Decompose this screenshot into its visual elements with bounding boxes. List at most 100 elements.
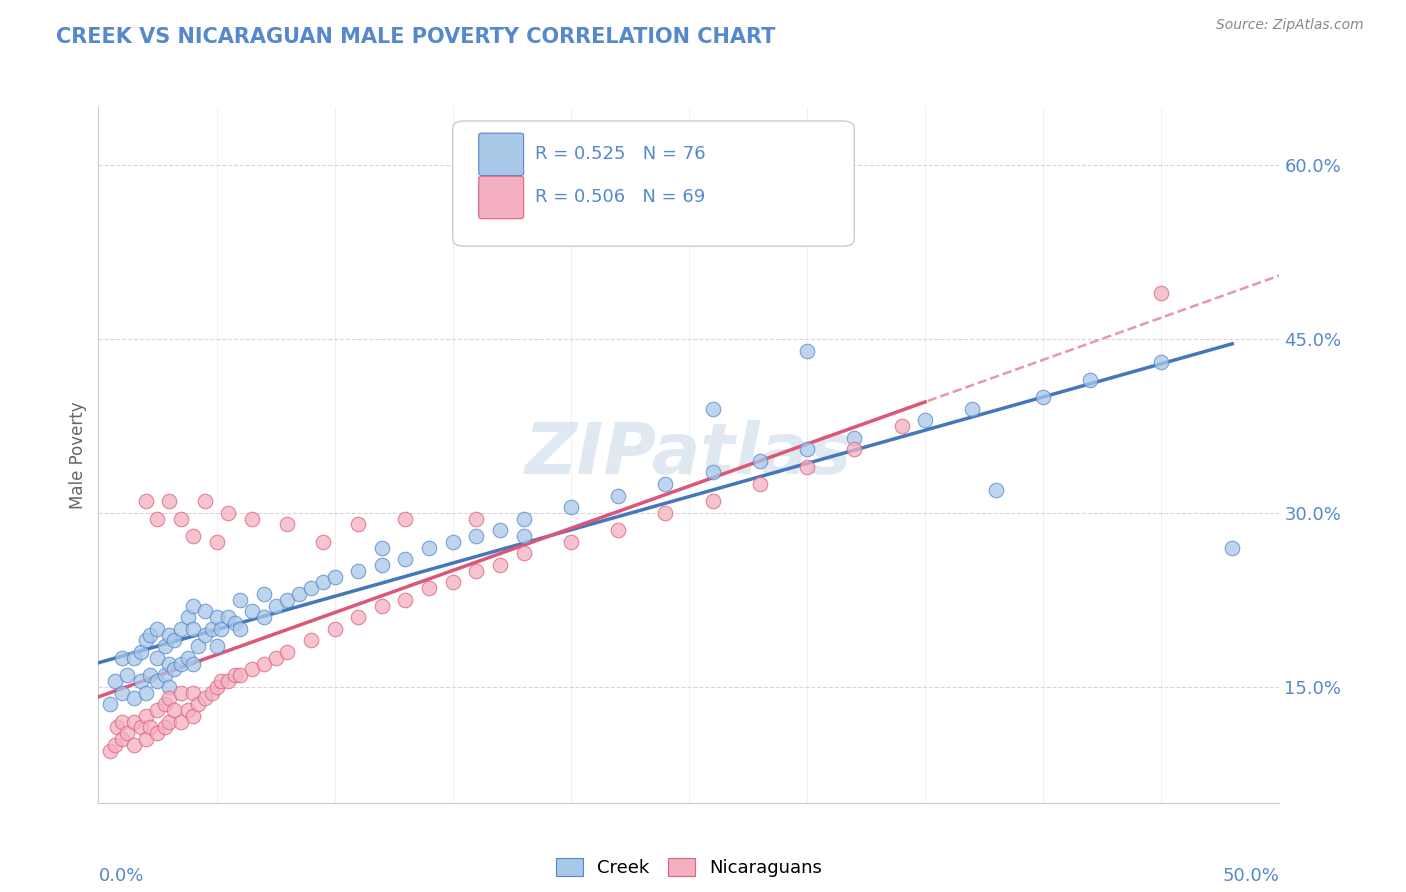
Point [394, 592, 416, 607]
Point [129, 721, 152, 735]
Point [170, 685, 193, 699]
Point [240, 605, 263, 619]
Point [240, 511, 263, 525]
Point [111, 651, 134, 665]
Point [844, 442, 866, 456]
Point [844, 430, 866, 444]
Point [157, 628, 180, 642]
Text: R = 0.506   N = 69: R = 0.506 N = 69 [536, 188, 706, 206]
Text: Source: ZipAtlas.com: Source: ZipAtlas.com [1216, 18, 1364, 32]
Point [347, 517, 370, 532]
Point [371, 599, 394, 613]
Point [607, 523, 630, 537]
Legend: Creek, Nicaraguans: Creek, Nicaraguans [548, 850, 830, 884]
Point [217, 610, 239, 624]
Point [170, 714, 193, 729]
Point [98, 698, 121, 712]
Point [187, 698, 209, 712]
Point [748, 453, 770, 467]
Point [111, 714, 134, 729]
Point [748, 476, 770, 491]
FancyBboxPatch shape [453, 121, 855, 246]
Point [153, 668, 176, 682]
Point [153, 639, 176, 653]
Point [465, 529, 488, 543]
Point [146, 726, 169, 740]
Point [299, 582, 322, 596]
Point [276, 592, 298, 607]
Point [229, 668, 252, 682]
Point [111, 685, 134, 699]
Point [177, 703, 200, 717]
Point [205, 534, 228, 549]
Point [560, 500, 582, 514]
Point [139, 628, 162, 642]
Point [177, 651, 200, 665]
Point [157, 680, 180, 694]
Point [194, 605, 217, 619]
Point [371, 541, 394, 555]
Point [276, 645, 298, 659]
Point [194, 691, 217, 706]
Point [796, 459, 818, 474]
Point [1150, 285, 1173, 300]
Point [654, 476, 676, 491]
Point [146, 674, 169, 689]
Point [163, 633, 186, 648]
Point [122, 651, 145, 665]
Point [104, 674, 127, 689]
Point [129, 645, 152, 659]
Point [205, 610, 228, 624]
Point [560, 534, 582, 549]
Point [240, 662, 263, 676]
Point [194, 628, 217, 642]
Point [914, 413, 936, 427]
Point [111, 731, 134, 746]
Point [135, 494, 157, 508]
Point [181, 622, 204, 636]
Point [465, 511, 488, 525]
Point [224, 668, 246, 682]
Point [489, 523, 512, 537]
Point [702, 401, 724, 416]
Point [224, 615, 246, 630]
Point [323, 622, 346, 636]
Point [441, 534, 464, 549]
Point [264, 599, 287, 613]
Point [1032, 390, 1054, 404]
Point [177, 610, 200, 624]
Point [170, 511, 193, 525]
Point [394, 511, 416, 525]
Point [170, 622, 193, 636]
Point [135, 731, 157, 746]
Point [104, 738, 127, 752]
Point [702, 494, 724, 508]
Point [654, 506, 676, 520]
Point [984, 483, 1007, 497]
Point [146, 511, 169, 525]
Point [129, 674, 152, 689]
Point [135, 633, 157, 648]
Point [157, 691, 180, 706]
Point [139, 668, 162, 682]
Point [181, 708, 204, 723]
Point [153, 721, 176, 735]
Point [312, 575, 335, 590]
Point [205, 680, 228, 694]
Point [122, 714, 145, 729]
Text: CREEK VS NICARAGUAN MALE POVERTY CORRELATION CHART: CREEK VS NICARAGUAN MALE POVERTY CORRELA… [56, 27, 776, 46]
Point [217, 674, 239, 689]
Point [1220, 541, 1243, 555]
FancyBboxPatch shape [478, 133, 523, 176]
Point [253, 587, 276, 601]
Point [607, 489, 630, 503]
Point [170, 657, 193, 671]
Point [135, 685, 157, 699]
Text: ZIPatlas: ZIPatlas [526, 420, 852, 490]
Point [276, 517, 298, 532]
Point [312, 534, 335, 549]
Point [146, 651, 169, 665]
Text: 50.0%: 50.0% [1223, 867, 1279, 885]
Point [157, 657, 180, 671]
Point [201, 622, 224, 636]
